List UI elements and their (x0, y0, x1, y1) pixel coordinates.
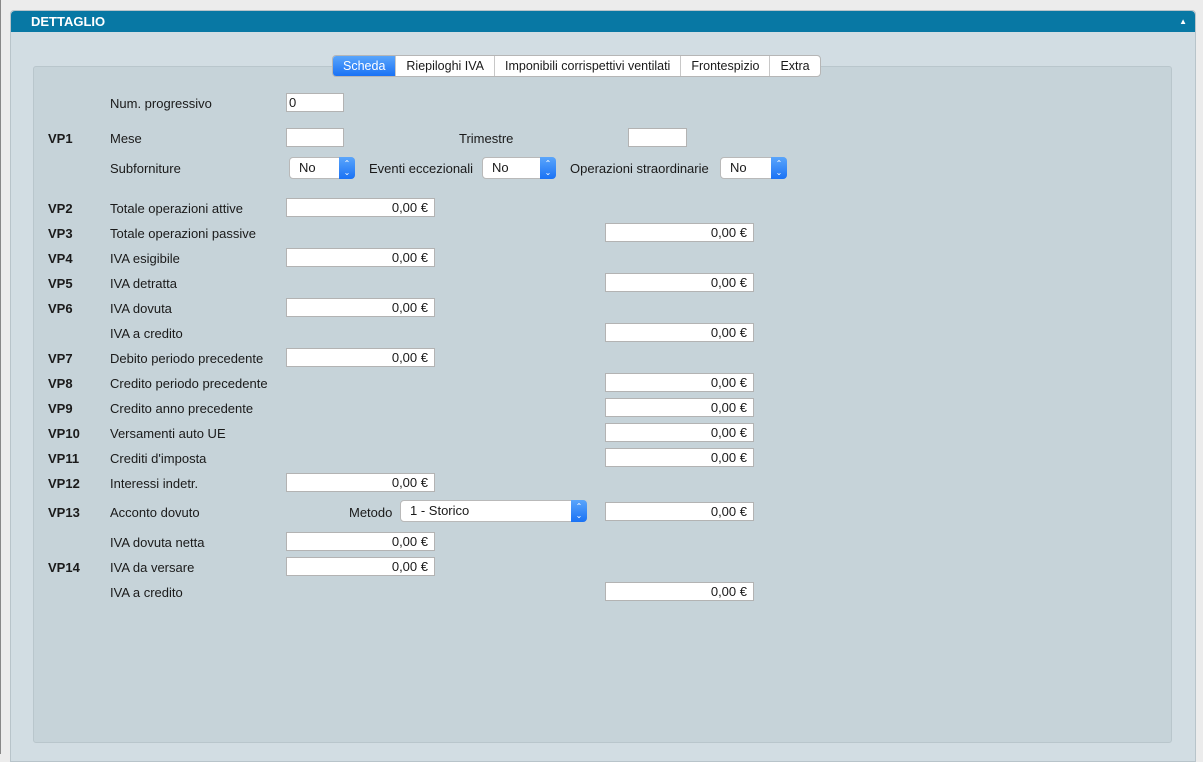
row-label: IVA da versare (110, 560, 195, 575)
tab-frontespizio[interactable]: Frontespizio (680, 56, 769, 76)
row-label: Credito periodo precedente (110, 376, 268, 391)
row-code: VP10 (48, 426, 80, 441)
amount-input[interactable]: 0,00 € (605, 423, 754, 442)
operazioni-select[interactable]: No ⌃ ⌄ (720, 157, 787, 179)
row-code: VP8 (48, 376, 73, 391)
row-label: IVA dovuta (110, 301, 172, 316)
trimestre-input[interactable] (628, 128, 687, 147)
row-code: VP9 (48, 401, 73, 416)
chevron-updown-icon: ⌃ ⌄ (540, 157, 556, 179)
row-label: Versamenti auto UE (110, 426, 226, 441)
panel-title: DETTAGLIO (31, 14, 106, 29)
operazioni-value: No (730, 160, 747, 175)
triangle-up-icon[interactable]: ▲ (1179, 17, 1187, 26)
row-code: VP4 (48, 251, 73, 266)
operazioni-label: Operazioni straordinarie (570, 161, 709, 176)
chevron-updown-icon: ⌃ ⌄ (339, 157, 355, 179)
num-progressivo-input[interactable]: 0 (286, 93, 344, 112)
tab-extra[interactable]: Extra (769, 56, 819, 76)
num-progressivo-label: Num. progressivo (110, 96, 212, 111)
amount-input[interactable]: 0,00 € (605, 582, 754, 601)
eventi-value: No (492, 160, 509, 175)
chevron-updown-icon: ⌃ ⌄ (571, 500, 587, 522)
row-code: VP2 (48, 201, 73, 216)
amount-input[interactable]: 0,00 € (605, 323, 754, 342)
amount-input[interactable]: 0,00 € (286, 348, 435, 367)
amount-input[interactable]: 0,00 € (605, 398, 754, 417)
acconto-label: Acconto dovuto (110, 505, 200, 520)
row-code: VP11 (48, 451, 80, 466)
vp13-code: VP13 (48, 505, 80, 520)
row-label: IVA esigibile (110, 251, 180, 266)
amount-input[interactable]: 0,00 € (286, 473, 435, 492)
tab-riepiloghi-iva[interactable]: Riepiloghi IVA (395, 56, 494, 76)
amount-input[interactable]: 0,00 € (605, 223, 754, 242)
metodo-value: 1 - Storico (410, 503, 470, 518)
metodo-select[interactable]: 1 - Storico ⌃ ⌄ (400, 500, 587, 522)
tab-imponibili-corrispettivi-ventilati[interactable]: Imponibili corrispettivi ventilati (494, 56, 680, 76)
amount-input[interactable]: 0,00 € (605, 448, 754, 467)
mese-label: Mese (110, 131, 142, 146)
amount-input[interactable]: 0,00 € (286, 198, 435, 217)
subforniture-select[interactable]: No ⌃ ⌄ (289, 157, 355, 179)
tab-bar: Scheda Riepiloghi IVA Imponibili corrispet… (332, 55, 821, 77)
eventi-select[interactable]: No ⌃ ⌄ (482, 157, 556, 179)
amount-input[interactable]: 0,00 € (286, 532, 435, 551)
row-label: IVA detratta (110, 276, 177, 291)
vp1-code: VP1 (48, 131, 73, 146)
chevron-updown-icon: ⌃ ⌄ (771, 157, 787, 179)
row-label: Debito periodo precedente (110, 351, 264, 366)
row-label: Interessi indetr. (110, 476, 199, 491)
amount-input[interactable]: 0,00 € (286, 248, 435, 267)
mese-input[interactable] (286, 128, 344, 147)
subforniture-label: Subforniture (110, 161, 181, 176)
subforniture-value: No (299, 160, 316, 175)
row-code: VP12 (48, 476, 80, 491)
tab-scheda[interactable]: Scheda (333, 56, 396, 76)
panel-header: DETTAGLIO ▲ (11, 11, 1195, 32)
row-label: IVA a credito (110, 326, 183, 341)
amount-input[interactable]: 0,00 € (605, 273, 754, 292)
metodo-label: Metodo (349, 505, 393, 520)
amount-input[interactable]: 0,00 € (286, 298, 435, 317)
row-label: IVA dovuta netta (110, 535, 205, 550)
row-label: Totale operazioni attive (110, 201, 243, 216)
row-label: Totale operazioni passive (110, 226, 256, 241)
row-code: VP3 (48, 226, 73, 241)
row-label: IVA a credito (110, 585, 183, 600)
acconto-dovuto-input[interactable]: 0,00 € (605, 502, 754, 521)
row-label: Credito anno precedente (110, 401, 254, 416)
dettaglio-panel: DETTAGLIO ▲ (10, 10, 1196, 762)
row-code: VP7 (48, 351, 73, 366)
row-label: Crediti d'imposta (110, 451, 207, 466)
eventi-label: Eventi eccezionali (369, 161, 474, 176)
trimestre-label: Trimestre (459, 131, 514, 146)
window-edge (0, 0, 1, 754)
amount-input[interactable]: 0,00 € (286, 557, 435, 576)
row-code: VP14 (48, 560, 80, 575)
amount-input[interactable]: 0,00 € (605, 373, 754, 392)
row-code: VP6 (48, 301, 73, 316)
row-code: VP5 (48, 276, 73, 291)
